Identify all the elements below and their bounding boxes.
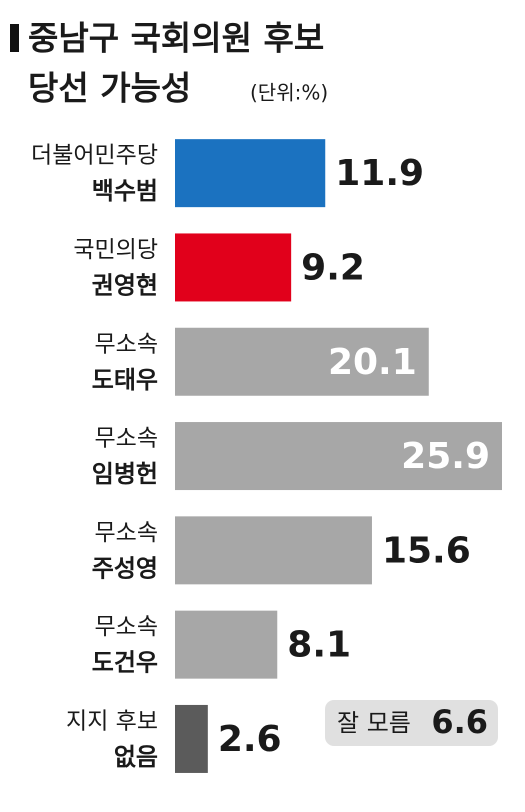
bar bbox=[175, 516, 372, 585]
annotation-label: 잘 모름 bbox=[337, 709, 411, 737]
unit-note: (단위:%) bbox=[250, 81, 328, 105]
candidate-label: 도건우 bbox=[92, 649, 158, 677]
value-label: 15.6 bbox=[382, 530, 471, 571]
bar bbox=[175, 139, 326, 208]
candidate-label: 권영현 bbox=[92, 271, 158, 299]
value-label: 8.1 bbox=[287, 625, 351, 666]
category-label: 국민의당 bbox=[73, 237, 158, 263]
bar bbox=[175, 233, 292, 302]
candidate-label: 임병헌 bbox=[92, 460, 158, 488]
value-label: 25.9 bbox=[401, 436, 490, 477]
chart-title: 중남구 국회의원 후보 bbox=[28, 19, 324, 58]
value-label: 2.6 bbox=[218, 719, 282, 760]
annotation-value: 6.6 bbox=[431, 703, 488, 741]
annotation-box bbox=[325, 700, 498, 746]
category-label: 지지 후보 bbox=[66, 708, 158, 734]
value-label: 11.9 bbox=[335, 153, 424, 194]
category-label: 무소속 bbox=[95, 520, 158, 546]
bar bbox=[175, 704, 208, 773]
value-label: 9.2 bbox=[301, 247, 365, 288]
category-label: 무소속 bbox=[95, 614, 158, 640]
bar bbox=[175, 610, 278, 679]
candidate-label: 주성영 bbox=[92, 554, 158, 582]
candidate-label: 도태우 bbox=[92, 366, 158, 394]
bar bbox=[175, 327, 429, 396]
title-marker bbox=[10, 24, 19, 52]
category-label: 무소속 bbox=[95, 331, 158, 357]
candidate-label: 없음 bbox=[114, 743, 158, 771]
bar bbox=[175, 422, 502, 491]
value-label: 20.1 bbox=[328, 342, 417, 383]
category-label: 무소속 bbox=[95, 426, 158, 452]
candidate-label: 백수범 bbox=[92, 177, 158, 205]
chart-subtitle: 당선 가능성 bbox=[28, 69, 191, 108]
category-label: 더불어민주당 bbox=[31, 143, 158, 169]
